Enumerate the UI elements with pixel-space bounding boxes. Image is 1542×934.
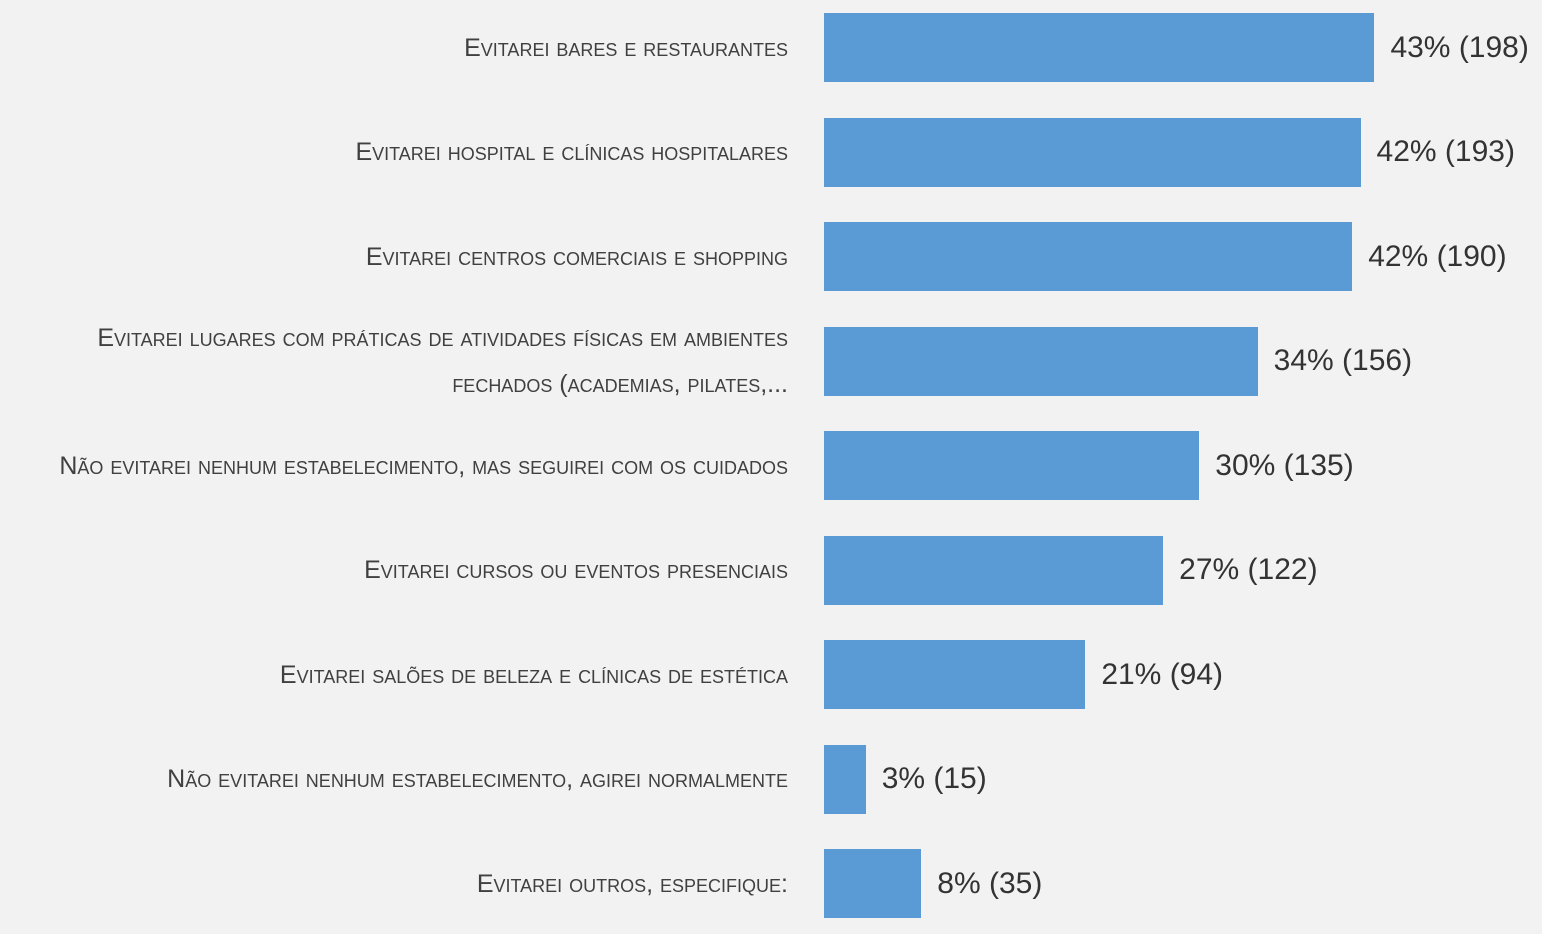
category-label: Não evitarei nenhum estabelecimento, mas… (59, 451, 788, 480)
bar (824, 849, 922, 918)
value-label: 27% (122) (1179, 553, 1318, 586)
value-label: 21% (94) (1101, 657, 1224, 691)
bar (824, 431, 1200, 500)
bar (824, 744, 866, 814)
value-label: 8% (35) (937, 866, 1043, 900)
value-label: 30% (135) (1215, 448, 1354, 482)
bar (824, 117, 1361, 187)
value-label: 34% (156) (1273, 344, 1413, 377)
value-label: 42% (193) (1376, 135, 1515, 168)
bar (824, 640, 1086, 709)
bar (824, 326, 1258, 396)
category-label: Evitarei lugares com práticas de ativida… (97, 324, 788, 398)
bar (824, 535, 1164, 605)
value-label: 43% (198) (1390, 30, 1529, 64)
category-label: Evitarei cursos ou eventos presenciais (364, 556, 788, 584)
bar (824, 222, 1353, 291)
category-label: Evitarei hospital e clínicas hospitalare… (355, 138, 788, 166)
value-label: 3% (15) (881, 762, 987, 795)
category-label: Evitarei outros, especifique: (476, 869, 788, 898)
bar (824, 13, 1375, 82)
category-label: Não evitarei nenhum estabelecimento, agi… (167, 765, 788, 793)
category-label: Evitarei salões de beleza e clínicas de … (279, 660, 788, 689)
category-label: Evitarei centros comerciais e shopping (365, 242, 788, 271)
category-label: Evitarei bares e restaurantes (464, 33, 788, 62)
value-label: 42% (190) (1368, 239, 1507, 273)
